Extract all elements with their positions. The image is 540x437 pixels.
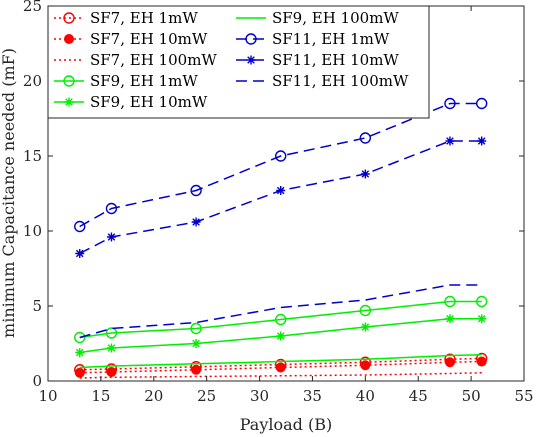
legend-marker-1 (64, 34, 74, 44)
legend-box (47, 5, 430, 119)
legend: SF7, EH 1mW SF7, EH 10mW SF7, EH 100mW SF9,… (47, 5, 430, 119)
data-point (275, 150, 287, 162)
data-point (445, 136, 455, 146)
x-tick-label: 45 (409, 387, 428, 405)
data-point (360, 322, 370, 332)
series-5 (79, 354, 482, 369)
data-point (444, 357, 455, 368)
legend-label-5: SF9, EH 100mW (272, 9, 399, 27)
series-3 (74, 295, 488, 344)
data-point (106, 232, 116, 242)
y-tick-label: 0 (32, 372, 42, 390)
legend-entry-0: SF7, EH 1mW (54, 9, 198, 27)
data-point (190, 184, 202, 197)
series-line-3 (79, 300, 482, 339)
ticks-layer: 10 15 20 25 30 35 40 45 50 55 0 5 10 15 20 25 (23, 0, 534, 405)
legend-entry-5: SF9, EH 100mW (236, 9, 399, 27)
series-layer (74, 97, 488, 379)
data-point (75, 249, 85, 258)
data-point (75, 348, 85, 357)
legend-marker-4 (64, 97, 74, 107)
series-8 (79, 284, 482, 339)
legend-entry-3: SF9, EH 1mW (54, 72, 198, 90)
legend-entry-6: SF11, EH 1mW (236, 30, 390, 48)
x-tick-label: 50 (462, 387, 481, 405)
series-6 (74, 97, 488, 233)
data-point (360, 360, 371, 371)
series-1 (74, 356, 487, 378)
legend-label-3: SF9, EH 1mW (90, 72, 198, 90)
data-point (74, 367, 85, 378)
x-tick-label: 10 (38, 387, 57, 405)
data-point (444, 295, 456, 308)
legend-label-7: SF11, EH 10mW (272, 51, 399, 69)
data-point (191, 339, 201, 348)
y-tick-label: 15 (23, 147, 42, 165)
legend-label-0: SF7, EH 1mW (90, 9, 198, 27)
legend-marker-3 (63, 75, 75, 87)
series-7 (75, 136, 487, 258)
legend-entry-8: SF11, EH 100mW (236, 72, 409, 90)
legend-entry-7: SF11, EH 10mW (236, 51, 399, 69)
data-point (191, 364, 202, 375)
series-2 (79, 372, 482, 379)
data-point (105, 327, 118, 339)
legend-marker-7 (246, 55, 256, 65)
data-point (360, 169, 370, 179)
x-tick-label: 40 (356, 387, 375, 405)
data-point (359, 132, 372, 144)
y-tick-label: 5 (32, 297, 42, 315)
data-point (475, 97, 488, 110)
x-tick-label: 20 (144, 387, 163, 405)
data-point (275, 362, 286, 373)
data-point (477, 314, 487, 324)
legend-label-8: SF11, EH 100mW (272, 72, 409, 90)
data-point (445, 314, 455, 324)
y-tick-label: 10 (23, 222, 42, 240)
data-point (190, 322, 202, 335)
legend-label-1: SF7, EH 10mW (90, 30, 208, 48)
series-line-6 (79, 102, 482, 228)
legend-entry-4: SF9, EH 10mW (54, 93, 208, 111)
legend-marker-0 (63, 12, 75, 24)
y-tick-label: 25 (23, 0, 42, 15)
data-point (106, 343, 116, 353)
data-point (276, 331, 286, 341)
legend-entry-1: SF7, EH 10mW (54, 30, 208, 48)
y-tick-label: 20 (23, 72, 42, 90)
legend-entry-2: SF7, EH 100mW (54, 51, 217, 69)
series-line-5 (79, 354, 482, 369)
legend-label-4: SF9, EH 10mW (90, 93, 208, 111)
data-point (477, 136, 487, 146)
data-point (475, 295, 488, 308)
x-axis-label: Payload (B) (240, 415, 332, 434)
x-tick-label: 30 (250, 387, 269, 405)
data-point (276, 186, 286, 195)
data-point (74, 220, 86, 233)
series-4 (75, 314, 487, 357)
data-point (74, 331, 86, 344)
data-point (105, 202, 118, 215)
x-tick-label: 35 (303, 387, 322, 405)
data-point (191, 217, 201, 227)
data-point (275, 313, 287, 326)
x-tick-label: 25 (197, 387, 216, 405)
data-point (359, 304, 372, 317)
legend-label-6: SF11, EH 1mW (272, 30, 390, 48)
legend-label-2: SF7, EH 100mW (90, 51, 217, 69)
legend-marker-6 (245, 33, 257, 45)
series-line-8 (79, 284, 482, 339)
data-point (106, 367, 117, 377)
y-axis-label: minimum Capacitance needed (mF) (0, 48, 18, 338)
x-tick-label: 15 (91, 387, 110, 405)
data-point (444, 97, 456, 110)
data-point (476, 356, 487, 367)
x-tick-label: 55 (514, 387, 533, 405)
series-line-2 (79, 372, 482, 379)
